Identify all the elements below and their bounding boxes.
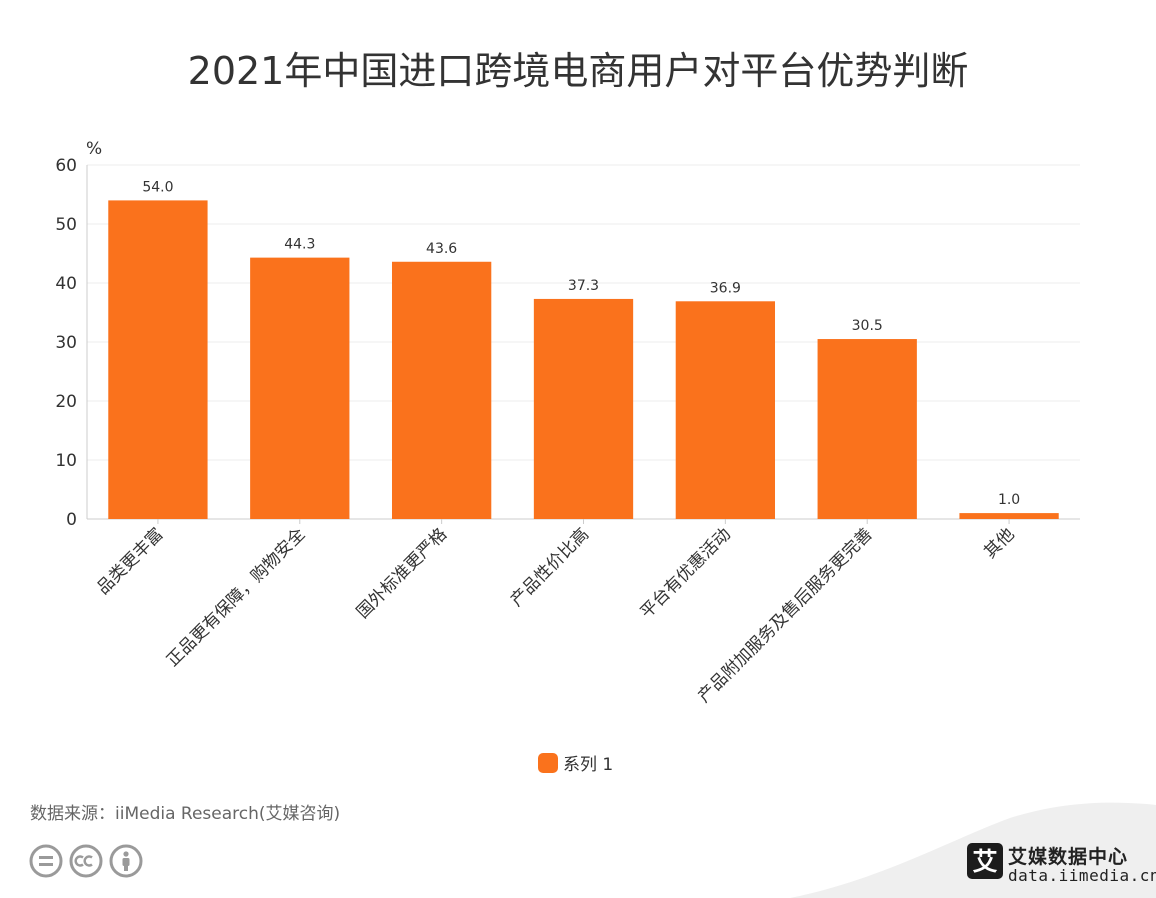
x-tick-label: 平台有优惠活动 [637,524,735,622]
y-tick-label: 0 [66,510,77,530]
bar [817,339,917,519]
license-icons [29,844,143,878]
bars [108,200,1059,519]
y-tick-label: 50 [55,215,77,235]
data-labels: 54.0 44.3 43.6 37.3 36.9 30.5 1.0 [142,179,1020,508]
bar-chart: 54.0 44.3 43.6 37.3 36.9 30.5 1.0 0 10 20 30 40 50 6… [55,139,1080,707]
x-tick-label: 正品更有保障，购物安全 [163,524,309,670]
chart-title: 2021年中国进口跨境电商用户对平台优势判断 [187,49,969,93]
bar [108,200,208,519]
bar [533,298,634,519]
bar [959,513,1059,519]
data-label: 54.0 [142,179,173,195]
y-tick-label: 40 [55,274,77,294]
y-tick-label: 30 [55,333,77,353]
x-tick-label: 品类更丰富 [93,524,167,598]
y-axis-unit-label: % [86,139,102,159]
x-tick-label: 其他 [980,524,1018,562]
y-tick-label: 20 [55,392,77,412]
data-label: 30.5 [852,318,883,334]
data-label: 1.0 [998,492,1020,508]
data-label: 44.3 [284,237,315,253]
data-label: 37.3 [568,278,599,294]
data-label: 36.9 [710,280,741,296]
legend-label: 系列 1 [563,755,614,775]
bar [250,257,350,519]
legend-swatch [538,752,558,773]
y-tick-label: 60 [55,156,77,176]
source-note: 数据来源：iiMedia Research(艾媒咨询) [30,804,341,824]
iimedia-logo-icon: 艾 [967,843,1003,879]
bar [391,261,492,519]
legend[interactable]: 系列 1 [538,750,613,775]
x-tick-label: 产品性价比高 [507,524,593,610]
data-label: 43.6 [426,241,457,257]
brand-name: 艾媒数据中心 [1008,846,1129,868]
bar [675,301,776,519]
y-tick-label: 10 [55,451,77,471]
person-icon [109,844,143,878]
x-tick-label: 产品附加服务及售后服务更完善 [694,524,876,706]
equals-icon [29,844,63,878]
svg-text:艾: 艾 [972,847,997,876]
brand-url: data.iimedia.cn [1008,866,1156,885]
cc-icon [69,844,103,878]
x-tick-label: 国外标准更严格 [353,524,451,622]
